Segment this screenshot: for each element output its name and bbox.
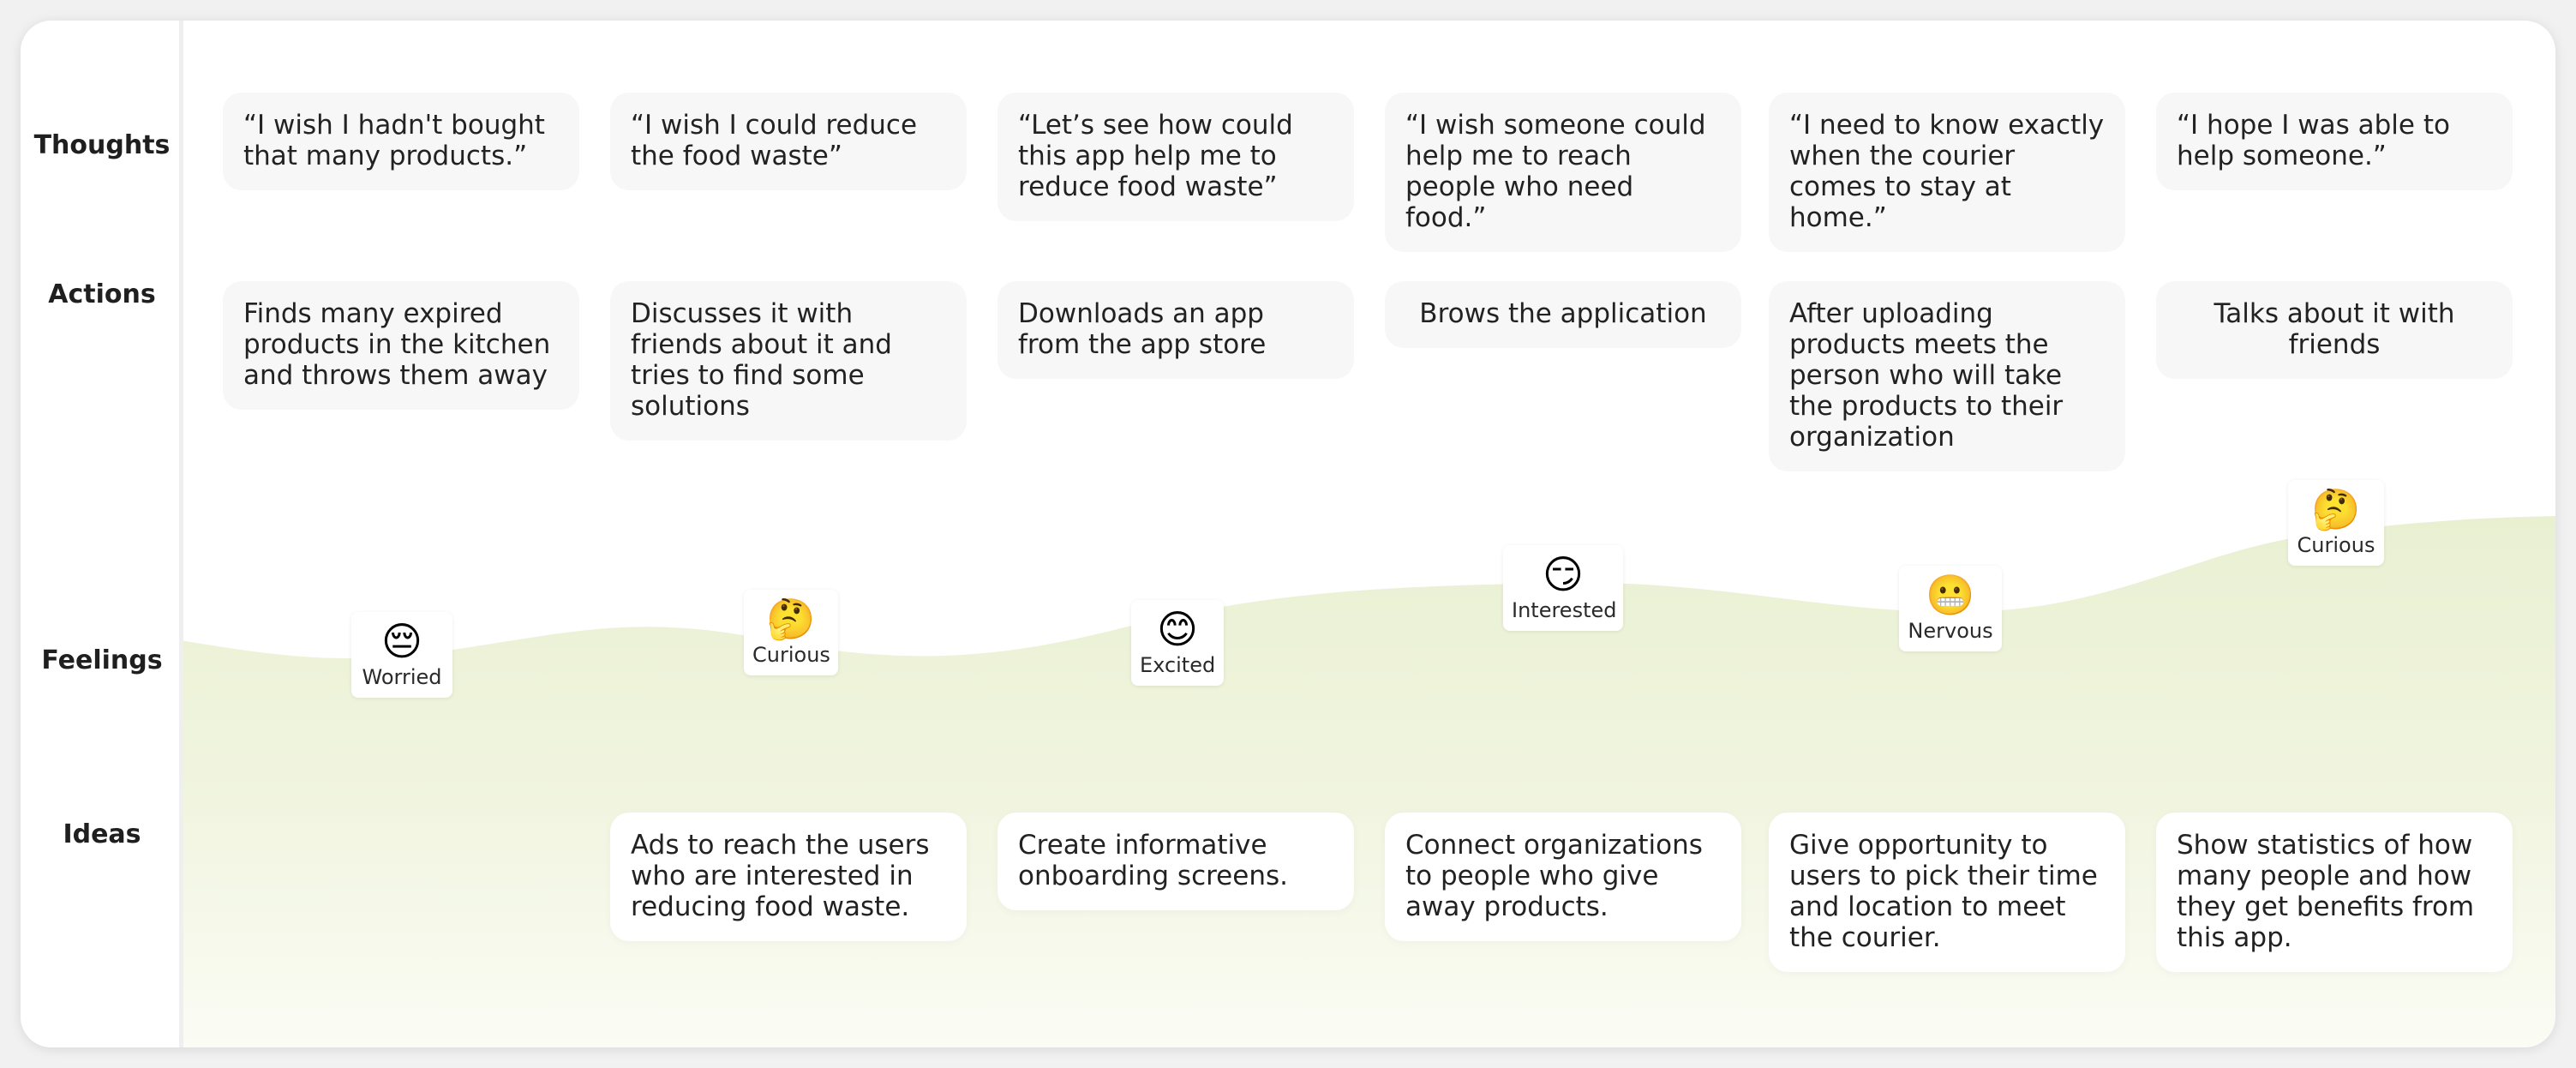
row-label-thoughts: Thoughts: [33, 130, 171, 160]
feeling-label: Worried: [362, 665, 442, 689]
feeling-label: Nervous: [1908, 619, 1993, 643]
feeling-label: Curious: [752, 643, 830, 667]
thought-card-2: “I wish I could reduce the food waste”: [610, 93, 967, 190]
idea-card-5: Give opportunity to users to pick their …: [1769, 813, 2125, 972]
journey-map-board: Thoughts Actions Feelings Ideas “I wish …: [21, 21, 2555, 1047]
smiling-face-icon: 😊: [1157, 606, 1198, 652]
thought-card-5: “I need to know exactly when the courier…: [1769, 93, 2125, 252]
action-card-5: After uploading products meets the perso…: [1769, 281, 2125, 471]
pensive-face-icon: 😔: [381, 618, 422, 664]
thought-card-4: “I wish someone could help me to reach p…: [1385, 93, 1741, 252]
row-label-actions: Actions: [48, 279, 156, 309]
smirking-face-icon: 😏: [1543, 551, 1584, 597]
action-card-1: Finds many expired products in the kitch…: [223, 281, 579, 410]
action-card-6: Talks about it with friends: [2156, 281, 2513, 379]
idea-card-6: Show statistics of how many people and h…: [2156, 813, 2513, 972]
feeling-label: Interested: [1512, 598, 1617, 622]
feeling-card-3: 😊 Excited: [1131, 600, 1224, 686]
action-card-3: Downloads an app from the app store: [997, 281, 1354, 379]
thinking-face-icon: 🤔: [766, 596, 816, 642]
feeling-card-2: 🤔 Curious: [744, 590, 838, 675]
thought-card-3: “Let’s see how could this app help me to…: [997, 93, 1354, 221]
feeling-card-1: 😔 Worried: [351, 612, 452, 698]
thought-card-6: “I hope I was able to help someone.”: [2156, 93, 2513, 190]
action-card-2: Discusses it with friends about it and t…: [610, 281, 967, 441]
feeling-card-4: 😏 Interested: [1503, 545, 1623, 631]
idea-card-3: Create informative onboarding screens.: [997, 813, 1354, 910]
feeling-card-5: 😬 Nervous: [1899, 566, 2002, 651]
row-label-ideas: Ideas: [63, 819, 141, 849]
idea-card-2: Ads to reach the users who are intereste…: [610, 813, 967, 941]
row-label-feelings: Feelings: [41, 645, 163, 675]
action-card-4: Brows the application: [1385, 281, 1741, 348]
feeling-label: Curious: [2297, 533, 2375, 557]
grimacing-face-icon: 😬: [1926, 572, 1975, 618]
row-label-column: Thoughts Actions Feelings Ideas: [21, 21, 183, 1047]
feeling-card-6: 🤔 Curious: [2288, 480, 2384, 566]
idea-card-4: Connect organizations to people who give…: [1385, 813, 1741, 941]
thinking-face-icon: 🤔: [2311, 486, 2361, 532]
feeling-label: Excited: [1140, 653, 1216, 677]
thought-card-1: “I wish I hadn't bought that many produc…: [223, 93, 579, 190]
